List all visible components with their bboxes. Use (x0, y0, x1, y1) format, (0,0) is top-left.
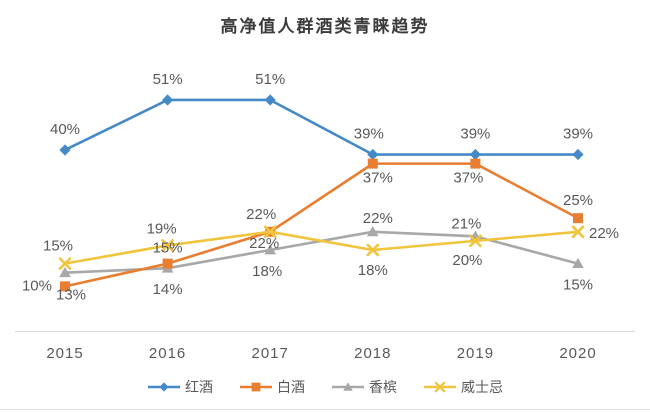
data-point-marker-baijiu (60, 281, 70, 292)
data-point-marker-whisky (571, 225, 585, 239)
legend-label: 白酒 (277, 379, 305, 395)
data-point-label-whisky: 22% (246, 206, 276, 223)
data-point-label-red-wine: 39% (563, 126, 593, 143)
data-point-marker-whisky (58, 257, 72, 270)
x-axis-tick-label: 2020 (559, 345, 596, 362)
data-point-marker-red-wine (264, 94, 276, 106)
x-axis-tick-label: 2019 (457, 345, 494, 362)
data-point-label-whisky: 15% (43, 238, 73, 255)
data-point-label-champagne: 13% (56, 287, 86, 304)
data-point-label-baijiu: 22% (249, 235, 279, 252)
data-point-label-red-wine: 51% (255, 71, 285, 88)
data-point-label-champagne: 22% (363, 210, 393, 227)
data-point-marker-baijiu (470, 158, 481, 169)
data-point-label-champagne: 18% (252, 263, 282, 280)
data-point-marker-baijiu (573, 213, 583, 224)
data-point-label-baijiu: 37% (363, 170, 393, 187)
chart-legend: 红酒 白酒 香槟 威士忌 (0, 377, 650, 397)
data-point-label-whisky: 20% (452, 252, 482, 269)
data-point-label-red-wine: 39% (354, 126, 384, 143)
data-point-label-red-wine: 51% (153, 71, 183, 88)
legend-marker-triangle-icon (332, 382, 364, 391)
data-point-label-whisky: 19% (147, 220, 177, 237)
series-line-whisky (63, 230, 580, 265)
data-point-label-red-wine: 39% (460, 126, 490, 143)
legend-item-red-wine: 红酒 (147, 377, 213, 397)
legend-label: 香槟 (369, 379, 397, 395)
x-axis-tick-label: 2018 (354, 345, 391, 362)
data-point-label-whisky: 22% (589, 225, 619, 242)
legend-marker-shape (251, 382, 261, 392)
legend-marker-shape (159, 382, 169, 392)
chart-title: 高净值人群酒类青睐趋势 (220, 17, 430, 36)
data-point-label-champagne: 21% (451, 215, 481, 232)
data-point-label-champagne: 14% (153, 281, 183, 298)
data-point-label-baijiu: 10% (22, 277, 52, 294)
data-point-marker-champagne (367, 225, 379, 237)
legend-marker-diamond-icon (148, 382, 180, 392)
data-point-marker-baijiu (162, 258, 173, 269)
data-point-marker-champagne (264, 244, 276, 255)
legend-marker-x-icon (424, 381, 456, 393)
data-point-label-baijiu: 25% (563, 192, 593, 209)
x-axis-tick-label: 2016 (149, 345, 186, 362)
data-point-marker-red-wine (367, 148, 379, 161)
data-point-marker-champagne (572, 257, 584, 269)
data-point-label-baijiu: 37% (453, 170, 483, 187)
series-line-red-wine (63, 98, 580, 156)
data-point-marker-whisky (263, 225, 277, 239)
bottom-divider (0, 409, 650, 410)
legend-label: 威士忌 (461, 379, 503, 395)
data-point-marker-champagne (59, 266, 71, 278)
legend-label: 红酒 (185, 379, 213, 395)
data-point-marker-red-wine (59, 144, 71, 156)
legend-item-whisky: 威士忌 (423, 377, 503, 397)
legend-item-baijiu: 白酒 (239, 377, 305, 397)
data-point-label-red-wine: 40% (50, 121, 80, 138)
data-point-marker-baijiu (367, 158, 378, 169)
data-point-label-champagne: 15% (563, 277, 593, 294)
data-point-marker-whisky (161, 239, 174, 252)
data-point-label-baijiu: 15% (153, 240, 183, 257)
series-line-baijiu (63, 162, 580, 288)
legend-marker-shape (343, 382, 353, 391)
legend-marker-shape (434, 381, 446, 393)
x-axis-tick-label: 2017 (252, 345, 289, 362)
x-axis-tick-label: 2015 (46, 345, 83, 362)
data-point-marker-whisky (469, 234, 482, 248)
data-point-marker-whisky (366, 243, 380, 257)
data-point-label-whisky: 18% (358, 262, 388, 279)
legend-marker-square-icon (240, 382, 272, 392)
data-point-marker-red-wine (162, 94, 174, 106)
data-point-marker-red-wine (469, 148, 481, 161)
data-point-marker-red-wine (572, 148, 584, 161)
legend-item-champagne: 香槟 (331, 377, 397, 397)
